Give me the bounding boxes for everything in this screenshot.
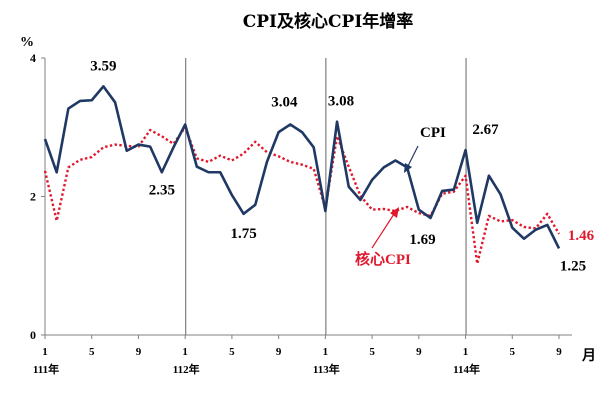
x-tick-label: 5	[369, 346, 375, 358]
y-axis-ticks: 0 2 4	[30, 51, 45, 342]
x-unit-label: 月	[581, 348, 596, 364]
series-lines	[43, 85, 561, 265]
y-tick-label: 4	[30, 51, 36, 65]
cpi-callout: CPI	[404, 125, 446, 173]
year-labels: 111年 112年 113年 114年	[33, 362, 480, 376]
core-cpi-callout-line	[371, 213, 395, 249]
year-label: 112年	[173, 362, 200, 376]
x-tick-label: 5	[89, 346, 95, 358]
plot-frame	[44, 58, 572, 336]
year-label: 113年	[313, 362, 340, 376]
cpi-data-label: 3.04	[271, 94, 298, 110]
core-cpi-line	[43, 126, 561, 265]
x-tick-label: 1	[42, 346, 48, 358]
cpi-data-label: 2.35	[149, 182, 175, 198]
core-cpi-callout: 核心CPI	[355, 207, 411, 268]
cpi-series-label: CPI	[420, 125, 446, 141]
y-tick-label: 2	[30, 190, 36, 204]
y-unit-label: %	[20, 35, 34, 50]
cpi-line	[43, 85, 561, 250]
cpi-callout-arrow	[404, 163, 412, 173]
core-cpi-callout-arrow	[390, 207, 399, 218]
year-label: 114年	[453, 362, 480, 376]
x-tick-label: 5	[510, 346, 516, 358]
cpi-data-label: 3.08	[328, 94, 354, 110]
x-tick-label: 9	[136, 346, 142, 358]
x-axis-ticks: 1 5 9 1 5 9 1 5 9 1 5 9	[42, 335, 562, 358]
cpi-data-label: 3.59	[90, 58, 116, 74]
x-tick-label: 9	[556, 346, 562, 358]
core-cpi-series-label: 核心CPI	[355, 250, 411, 268]
cpi-data-label: 1.25	[560, 258, 586, 274]
year-dividers	[185, 58, 467, 335]
cpi-data-label: 1.69	[409, 232, 435, 248]
chart-title: CPI及核心CPI年增率	[243, 11, 414, 32]
x-tick-label: 9	[276, 346, 282, 358]
x-tick-label: 1	[182, 346, 188, 358]
x-tick-label: 1	[323, 346, 329, 358]
y-tick-label: 0	[30, 328, 36, 342]
cpi-data-label: 2.67	[472, 122, 499, 138]
year-label: 111年	[33, 362, 59, 376]
x-tick-label: 1	[463, 346, 469, 358]
data-labels: 3.59 2.35 1.75 3.04 3.08 1.69 2.67 1.25 1.46	[90, 58, 594, 274]
cpi-data-label: 1.75	[230, 226, 256, 242]
core-cpi-data-label: 1.46	[568, 228, 595, 244]
x-tick-label: 9	[416, 346, 422, 358]
x-tick-label: 5	[229, 346, 235, 358]
cpi-callout-line	[407, 145, 419, 167]
